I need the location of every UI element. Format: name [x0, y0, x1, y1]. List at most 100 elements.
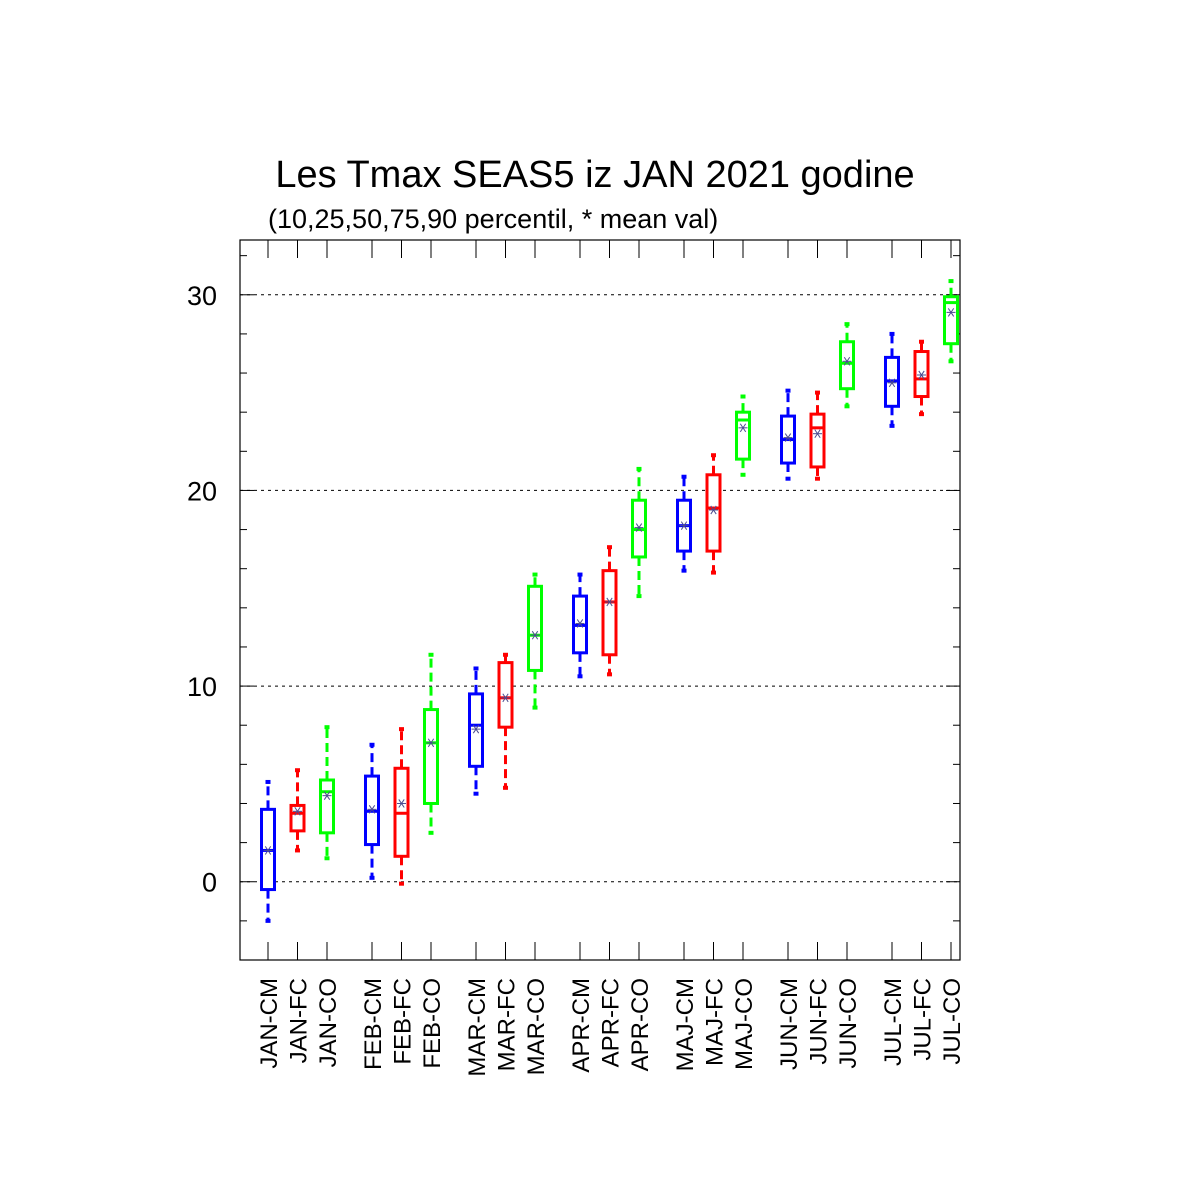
- mean-marker: [917, 370, 926, 380]
- chart-title: Les Tmax SEAS5 iz JAN 2021 godine: [275, 154, 914, 196]
- mean-marker: [738, 423, 748, 433]
- iqr-box: [497, 661, 514, 729]
- x-tick-label: JAN-FC: [286, 978, 313, 1063]
- p10-cap: [636, 594, 642, 599]
- x-tick-label: JUN-CM: [776, 978, 803, 1070]
- mean-marker: [575, 619, 585, 628]
- mean-marker: [842, 356, 852, 366]
- p90-cap: [295, 768, 300, 773]
- x-tick-label: APR-FC: [598, 978, 625, 1067]
- y-tick-label: 30: [187, 281, 217, 311]
- p90-cap: [265, 779, 271, 784]
- x-tick-label: APR-CM: [568, 978, 595, 1073]
- y-tick-label: 10: [187, 672, 217, 702]
- x-tick-label: JUL-FC: [910, 978, 937, 1061]
- x-tick-label: MAR-FC: [494, 978, 521, 1071]
- x-tick-label: FEB-CM: [360, 978, 387, 1070]
- y-tick-label: 20: [187, 476, 217, 506]
- iqr-box: [839, 340, 855, 391]
- box-feb-co: [423, 652, 439, 835]
- box-mar-cm: [468, 666, 484, 796]
- x-tick-label: MAJ-CO: [731, 978, 758, 1070]
- box-feb-cm: [364, 742, 380, 880]
- mean-marker: [709, 505, 718, 515]
- box-jun-co: [839, 322, 855, 409]
- p90-cap: [607, 545, 612, 550]
- x-tick-labels: JAN-CM JAN-FC JAN-CO FEB-CM FEB-FC FEB-CO MAR-…: [256, 978, 966, 1077]
- p90-cap: [740, 394, 746, 399]
- x-tick-label: FEB-CO: [419, 978, 446, 1069]
- box-apr-cm: [572, 572, 588, 679]
- mean-marker: [679, 521, 689, 530]
- p90-cap: [399, 727, 404, 732]
- iqr-box: [319, 778, 335, 835]
- box-apr-co: [631, 466, 647, 599]
- iqr-box: [913, 350, 930, 399]
- x-tick-label: MAR-CO: [523, 978, 550, 1075]
- p90-cap: [577, 572, 583, 577]
- plot-frame: [239, 239, 961, 961]
- x-tick-label: JUL-CO: [939, 978, 966, 1065]
- box-jun-fc: [809, 390, 826, 481]
- p10-cap: [785, 476, 791, 481]
- p10-cap: [577, 674, 583, 679]
- p90-cap: [532, 572, 538, 577]
- box-maj-co: [735, 394, 751, 477]
- x-tick-label: JAN-CM: [256, 978, 283, 1069]
- p10-cap: [265, 918, 271, 923]
- box-mar-fc: [497, 652, 514, 790]
- x-tick-label: MAR-CM: [464, 978, 491, 1077]
- mean-marker: [887, 378, 897, 388]
- box-apr-fc: [601, 545, 618, 677]
- p10-cap: [919, 412, 924, 417]
- mean-marker: [426, 738, 436, 748]
- p90-cap: [815, 390, 820, 395]
- x-tick-label: MAJ-CM: [672, 978, 699, 1071]
- mean-marker: [605, 597, 614, 607]
- grid-lines: [240, 294, 960, 883]
- axes: 0 10 20 30: [187, 239, 961, 961]
- p90-cap: [428, 652, 434, 657]
- mean-marker: [397, 799, 406, 808]
- p10-cap: [948, 359, 954, 364]
- iqr-box: [943, 295, 959, 346]
- box-jul-fc: [913, 339, 930, 417]
- p10-cap: [369, 875, 375, 880]
- iqr-box: [809, 412, 826, 469]
- box-mar-co: [527, 572, 543, 710]
- mean-marker: [263, 846, 273, 855]
- p10-cap: [889, 423, 895, 428]
- p90-cap: [785, 388, 791, 393]
- box-maj-fc: [705, 453, 722, 575]
- p90-cap: [369, 742, 375, 747]
- p10-cap: [815, 476, 820, 481]
- mean-marker: [471, 724, 481, 734]
- p90-cap: [636, 466, 642, 471]
- p90-cap: [503, 652, 508, 657]
- p90-cap: [948, 279, 954, 284]
- x-tick-label: APR-CO: [627, 978, 654, 1071]
- p10-cap: [503, 785, 508, 790]
- box-jan-fc: [289, 768, 306, 853]
- iqr-box: [735, 410, 751, 461]
- mean-marker: [946, 308, 956, 317]
- iqr-box: [527, 584, 543, 672]
- x-tick-label: JAN-CO: [315, 978, 342, 1067]
- p10-cap: [295, 848, 300, 853]
- mean-marker: [813, 429, 822, 439]
- iqr-box: [289, 803, 306, 833]
- p10-cap: [607, 672, 612, 677]
- mean-marker: [293, 806, 302, 816]
- p10-cap: [711, 570, 716, 575]
- mean-marker: [501, 693, 510, 703]
- mean-marker: [367, 805, 377, 814]
- p90-cap: [919, 339, 924, 344]
- box-feb-fc: [393, 727, 410, 886]
- box-jun-cm: [780, 388, 796, 481]
- p10-cap: [324, 856, 330, 861]
- iqr-box: [705, 473, 722, 553]
- box-series: [260, 279, 959, 923]
- p10-cap: [740, 472, 746, 477]
- x-tick-label: JUN-CO: [835, 978, 862, 1069]
- p10-cap: [473, 791, 479, 796]
